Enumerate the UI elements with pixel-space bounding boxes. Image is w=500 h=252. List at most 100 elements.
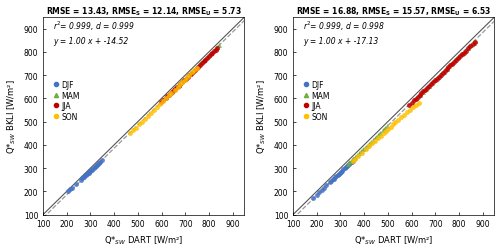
Point	[351, 157, 359, 161]
Point	[213, 46, 221, 50]
Title: RMSE = 13.43, RMSE$_\mathregular{S}$ = 12.14, RMSE$_\mathregular{U}$ = 5.73: RMSE = 13.43, RMSE$_\mathregular{S}$ = 1…	[46, 6, 242, 18]
Point	[355, 151, 363, 155]
Point	[198, 62, 206, 66]
Point	[170, 89, 178, 93]
Point	[343, 165, 351, 169]
Point	[186, 74, 194, 78]
Point	[427, 83, 435, 87]
Point	[132, 126, 140, 130]
Point	[462, 50, 469, 54]
Point	[440, 70, 448, 74]
Point	[141, 117, 149, 121]
Point	[367, 140, 375, 144]
Point	[406, 108, 413, 112]
Legend: DJF, MAM, JJA, SON: DJF, MAM, JJA, SON	[303, 81, 330, 121]
Point	[182, 75, 190, 79]
Y-axis label: Q*$_{SW}$ BKLI [W/m²]: Q*$_{SW}$ BKLI [W/m²]	[256, 79, 268, 153]
Point	[210, 50, 218, 54]
Point	[384, 127, 392, 131]
Point	[144, 115, 152, 119]
Point	[414, 101, 422, 105]
Point	[410, 99, 418, 103]
Point	[212, 47, 220, 51]
Point	[332, 174, 340, 178]
Point	[213, 47, 221, 51]
Point	[456, 55, 464, 59]
Point	[374, 134, 382, 138]
Point	[365, 142, 373, 146]
Point	[458, 52, 466, 56]
Text: r$^2$= 0.999, d = 0.998
y = 1.00 x + -17.13: r$^2$= 0.999, d = 0.998 y = 1.00 x + -17…	[303, 20, 385, 46]
Point	[187, 72, 195, 76]
Point	[446, 65, 454, 69]
Point	[346, 161, 354, 165]
Point	[400, 113, 408, 117]
Point	[76, 178, 84, 182]
Point	[376, 131, 384, 135]
Point	[418, 92, 426, 96]
Point	[438, 72, 446, 76]
Point	[94, 162, 102, 166]
Point	[376, 134, 384, 138]
Point	[190, 69, 198, 73]
Point	[342, 166, 349, 170]
Point	[326, 181, 334, 185]
Point	[182, 78, 190, 82]
Point	[194, 65, 202, 69]
Point	[190, 69, 198, 73]
Point	[416, 94, 424, 98]
Point	[178, 81, 186, 85]
Point	[448, 62, 456, 66]
Point	[435, 75, 443, 79]
Point	[340, 168, 347, 172]
Point	[330, 177, 338, 181]
Point	[369, 138, 377, 142]
Point	[168, 90, 176, 94]
Point	[346, 161, 354, 165]
Point	[170, 88, 178, 92]
Point	[382, 129, 390, 133]
Point	[346, 162, 354, 166]
Point	[448, 62, 456, 66]
Point	[422, 88, 430, 92]
Point	[186, 73, 194, 77]
Point	[172, 86, 179, 90]
Point	[444, 66, 452, 70]
Point	[64, 190, 72, 194]
Point	[309, 196, 317, 200]
Point	[446, 64, 454, 68]
Point	[189, 71, 197, 75]
Title: RMSE = 16.88, RMSE$_\mathregular{S}$ = 15.57, RMSE$_\mathregular{U}$ = 6.53: RMSE = 16.88, RMSE$_\mathregular{S}$ = 1…	[296, 6, 492, 18]
Point	[408, 106, 416, 110]
Point	[384, 124, 392, 128]
Point	[340, 167, 348, 171]
Point	[320, 186, 328, 190]
Point	[434, 76, 442, 80]
Point	[347, 159, 355, 163]
Point	[196, 64, 204, 68]
Point	[162, 95, 170, 99]
Point	[180, 78, 188, 82]
Point	[174, 85, 182, 89]
Point	[454, 57, 462, 61]
Point	[166, 92, 174, 96]
Point	[98, 159, 106, 163]
Point	[431, 79, 439, 83]
Point	[315, 191, 323, 195]
Point	[166, 90, 174, 94]
Point	[359, 148, 367, 152]
Point	[349, 159, 357, 163]
Point	[313, 193, 321, 197]
Point	[422, 88, 430, 92]
Point	[168, 91, 175, 95]
Point	[392, 121, 400, 125]
Point	[381, 127, 389, 131]
Point	[86, 170, 94, 174]
Point	[88, 167, 96, 171]
X-axis label: Q*$_{SW}$ DART [W/m²]: Q*$_{SW}$ DART [W/m²]	[354, 234, 434, 246]
Point	[423, 86, 431, 90]
Point	[215, 44, 223, 48]
Point	[190, 69, 198, 73]
Point	[208, 51, 216, 55]
Point	[432, 77, 440, 81]
